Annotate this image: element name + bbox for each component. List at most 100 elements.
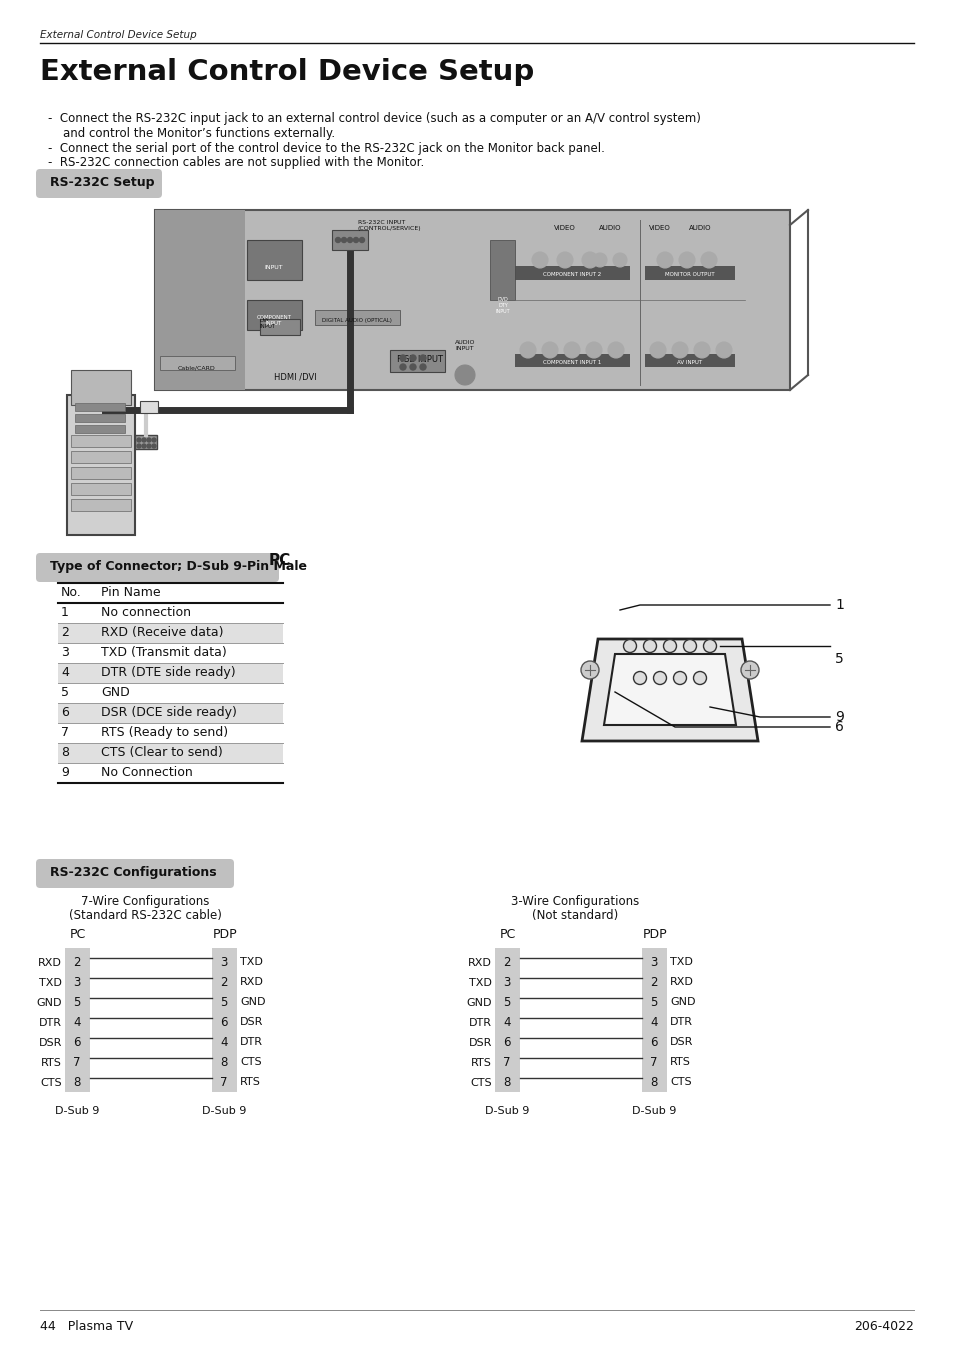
Circle shape bbox=[410, 355, 416, 361]
Text: 8: 8 bbox=[503, 1075, 510, 1089]
Text: PDP: PDP bbox=[213, 928, 237, 942]
Text: No Connection: No Connection bbox=[101, 766, 193, 780]
Circle shape bbox=[662, 639, 676, 653]
Text: 6: 6 bbox=[61, 707, 69, 719]
Text: PC: PC bbox=[499, 928, 516, 942]
Text: 5: 5 bbox=[220, 996, 228, 1008]
Text: DTR: DTR bbox=[669, 1017, 692, 1027]
Circle shape bbox=[623, 639, 636, 653]
Text: 3: 3 bbox=[73, 975, 81, 989]
Bar bbox=[135, 435, 157, 449]
Text: -  Connect the RS-232C input jack to an external control device (such as a compu: - Connect the RS-232C input jack to an e… bbox=[48, 112, 700, 126]
Circle shape bbox=[593, 253, 606, 267]
Text: 7: 7 bbox=[73, 1055, 81, 1069]
Bar bbox=[71, 451, 131, 463]
Circle shape bbox=[671, 342, 687, 358]
Circle shape bbox=[152, 438, 156, 442]
Text: RTS: RTS bbox=[669, 1056, 690, 1067]
Text: DTR (DTE side ready): DTR (DTE side ready) bbox=[101, 666, 235, 680]
Circle shape bbox=[613, 253, 626, 267]
Bar bbox=[490, 240, 515, 300]
Text: CTS: CTS bbox=[669, 1077, 691, 1088]
Text: DIGITAL AUDIO (OPTICAL): DIGITAL AUDIO (OPTICAL) bbox=[322, 317, 392, 323]
Text: 1: 1 bbox=[61, 607, 69, 619]
Text: RGB INPUT: RGB INPUT bbox=[396, 355, 442, 363]
Bar bbox=[58, 663, 283, 684]
Text: 206-4022: 206-4022 bbox=[853, 1320, 913, 1333]
Circle shape bbox=[341, 238, 346, 242]
Text: PC: PC bbox=[70, 928, 86, 942]
Text: 6: 6 bbox=[503, 1035, 510, 1048]
Circle shape bbox=[137, 444, 141, 449]
Text: (Standard RS-232C cable): (Standard RS-232C cable) bbox=[69, 909, 221, 921]
Text: COMPONENT INPUT 1: COMPONENT INPUT 1 bbox=[542, 359, 600, 365]
Text: RTS: RTS bbox=[41, 1058, 62, 1069]
Text: D-Sub 9: D-Sub 9 bbox=[202, 1106, 246, 1116]
Text: DVI
INPUT: DVI INPUT bbox=[260, 317, 276, 328]
Text: D-Sub 9: D-Sub 9 bbox=[631, 1106, 676, 1116]
Text: 3: 3 bbox=[503, 975, 510, 989]
FancyBboxPatch shape bbox=[36, 169, 162, 199]
Text: 8: 8 bbox=[220, 1055, 228, 1069]
Text: CTS (Clear to send): CTS (Clear to send) bbox=[101, 746, 222, 759]
Text: 4: 4 bbox=[73, 1016, 81, 1028]
Bar bbox=[75, 403, 125, 411]
Bar bbox=[515, 266, 629, 280]
FancyBboxPatch shape bbox=[36, 553, 278, 582]
Text: CTS: CTS bbox=[40, 1078, 62, 1088]
Text: 2: 2 bbox=[503, 955, 510, 969]
Circle shape bbox=[419, 355, 426, 361]
Text: 5: 5 bbox=[650, 996, 657, 1008]
Text: AUDIO
INPUT: AUDIO INPUT bbox=[455, 340, 475, 351]
Text: 7: 7 bbox=[220, 1075, 228, 1089]
Bar bbox=[212, 948, 236, 1092]
Text: DSR: DSR bbox=[38, 1038, 62, 1048]
Text: DSR: DSR bbox=[669, 1038, 693, 1047]
Circle shape bbox=[716, 342, 731, 358]
Bar bbox=[75, 413, 125, 422]
Bar bbox=[495, 948, 519, 1092]
Text: 4: 4 bbox=[503, 1016, 510, 1028]
Text: TXD: TXD bbox=[469, 978, 492, 988]
Text: RS-232C Configurations: RS-232C Configurations bbox=[50, 866, 216, 880]
Circle shape bbox=[347, 238, 352, 242]
Text: Cable/CARD: Cable/CARD bbox=[178, 365, 215, 370]
Circle shape bbox=[740, 661, 759, 680]
Text: 6: 6 bbox=[220, 1016, 228, 1028]
Text: and control the Monitor’s functions externally.: and control the Monitor’s functions exte… bbox=[63, 127, 335, 141]
Bar bbox=[71, 484, 131, 494]
Text: 2: 2 bbox=[650, 975, 657, 989]
Circle shape bbox=[557, 253, 573, 267]
Text: 6: 6 bbox=[834, 720, 843, 734]
Text: External Control Device Setup: External Control Device Setup bbox=[40, 30, 196, 41]
Text: AUDIO: AUDIO bbox=[598, 226, 620, 231]
Text: 8: 8 bbox=[73, 1075, 81, 1089]
Text: No.: No. bbox=[61, 586, 82, 598]
Text: TXD: TXD bbox=[669, 957, 692, 967]
Bar bbox=[247, 300, 302, 330]
Text: No connection: No connection bbox=[101, 607, 191, 619]
Bar bbox=[390, 350, 444, 372]
Bar bbox=[247, 240, 302, 280]
Bar bbox=[71, 499, 131, 511]
Circle shape bbox=[335, 238, 340, 242]
Bar bbox=[644, 266, 734, 280]
Text: 6: 6 bbox=[73, 1035, 81, 1048]
Bar bbox=[644, 354, 734, 367]
Text: -  RS-232C connection cables are not supplied with the Monitor.: - RS-232C connection cables are not supp… bbox=[48, 155, 424, 169]
Text: 44   Plasma TV: 44 Plasma TV bbox=[40, 1320, 133, 1333]
Text: DVD
DTY
INPUT: DVD DTY INPUT bbox=[496, 297, 510, 313]
Text: 7: 7 bbox=[61, 725, 69, 739]
Text: D-Sub 9: D-Sub 9 bbox=[54, 1106, 99, 1116]
Circle shape bbox=[563, 342, 579, 358]
Text: CTS: CTS bbox=[240, 1056, 261, 1067]
Text: 2: 2 bbox=[73, 955, 81, 969]
Text: COMPONENT
INPUT: COMPONENT INPUT bbox=[256, 315, 292, 326]
Text: TXD (Transmit data): TXD (Transmit data) bbox=[101, 646, 227, 659]
Text: 3: 3 bbox=[61, 646, 69, 659]
Circle shape bbox=[152, 444, 156, 449]
Text: 4: 4 bbox=[650, 1016, 657, 1028]
Text: TXD: TXD bbox=[39, 978, 62, 988]
Circle shape bbox=[142, 438, 146, 442]
Circle shape bbox=[607, 342, 623, 358]
